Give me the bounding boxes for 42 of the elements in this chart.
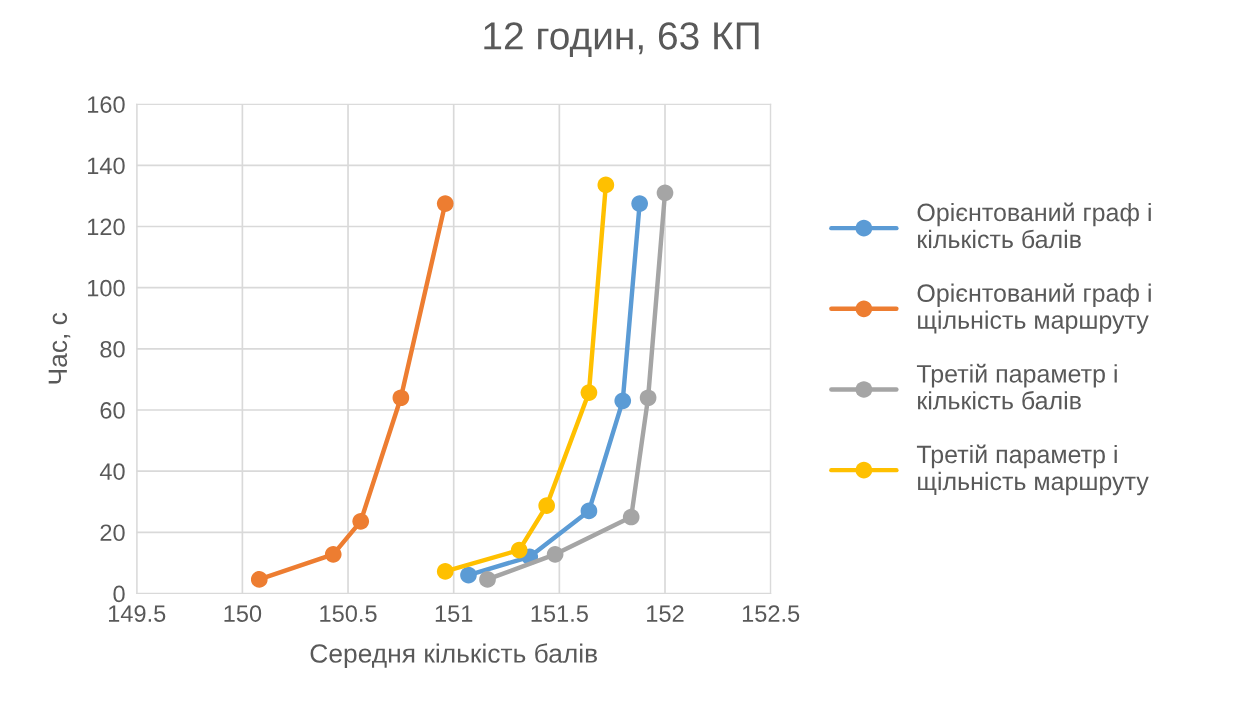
x-tick-label: 151.5 — [531, 605, 588, 622]
point — [580, 502, 598, 520]
point — [614, 392, 632, 410]
x-tick-label: 152 — [647, 605, 684, 622]
point — [392, 389, 410, 407]
legend-label: Орієнтований граф і щільність маршруту — [917, 283, 1151, 334]
x-axis-title: Середня кількість балів — [310, 643, 597, 669]
point — [436, 563, 454, 580]
y-tick-label: 80 — [100, 340, 125, 358]
point — [324, 546, 342, 563]
point — [580, 384, 598, 401]
y-tick-label: 0 — [113, 585, 125, 603]
x-tick-label: 151 — [435, 605, 473, 622]
y-axis-title: Час, с — [48, 312, 71, 384]
point — [352, 512, 370, 530]
y-tick-label: 40 — [99, 463, 125, 480]
point — [250, 571, 268, 588]
point — [597, 176, 615, 194]
y-tick-label: 100 — [88, 279, 125, 297]
legend-label: Орієнтований граф і кількість балів — [917, 202, 1151, 249]
y-tick-label: 160 — [88, 96, 125, 113]
x-tick-label: 152.5 — [742, 605, 800, 622]
point — [546, 546, 564, 563]
legend-label: Третій параметр і кількість балів — [916, 363, 1117, 410]
y-tick-label: 60 — [100, 402, 125, 419]
chart-title: 12 годин, 63 КП — [484, 22, 759, 58]
y-tick-label: 140 — [88, 157, 125, 175]
y-tick-label: 120 — [88, 218, 125, 236]
y-tick-label: 20 — [100, 524, 125, 542]
point — [622, 508, 640, 526]
point — [538, 497, 555, 515]
point — [460, 566, 477, 584]
x-tick-label: 150.5 — [320, 605, 377, 622]
point — [639, 389, 657, 407]
legend-label: Третій параметр і щільність маршруту — [916, 444, 1149, 496]
point — [631, 195, 648, 212]
point — [479, 571, 496, 588]
point — [656, 184, 674, 202]
x-tick-label: 149.5 — [108, 605, 166, 622]
point — [510, 541, 528, 559]
x-tick-label: 150 — [224, 605, 262, 622]
point — [436, 195, 454, 212]
